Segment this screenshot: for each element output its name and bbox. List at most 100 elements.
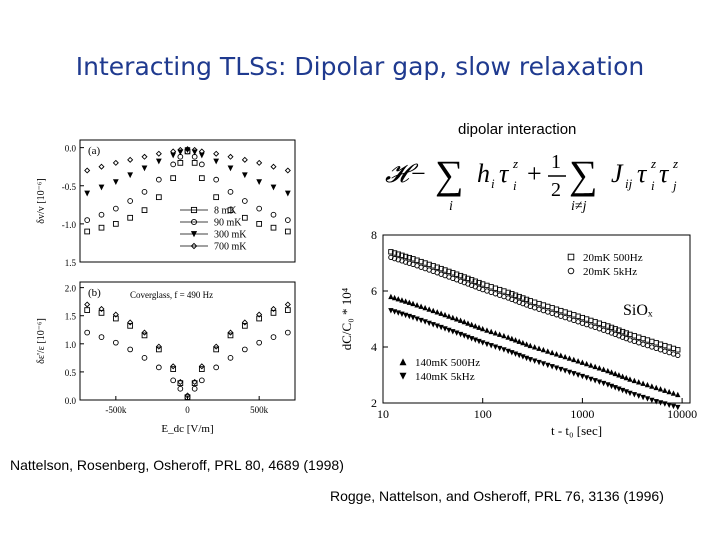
relax-point xyxy=(644,342,651,349)
relax-point xyxy=(549,349,555,356)
relax-point xyxy=(450,314,456,321)
panel-a-point xyxy=(191,160,198,166)
relax-point xyxy=(488,289,494,296)
panel-a-point xyxy=(241,214,248,221)
relax-point xyxy=(600,366,607,372)
relax-point xyxy=(501,288,507,294)
relax-legend-label: 140mK 500Hz xyxy=(415,357,480,369)
panel-a-point xyxy=(170,161,177,168)
relax-point xyxy=(558,313,564,319)
panel-a-point xyxy=(170,152,177,159)
panel-a-point xyxy=(184,146,191,153)
panel-b-point xyxy=(256,339,263,346)
panel-b-point xyxy=(191,378,198,386)
relax-point xyxy=(402,298,409,304)
panel-a-point xyxy=(155,158,162,165)
relax-point xyxy=(579,320,586,326)
panel-a-point xyxy=(198,152,205,159)
relax-legend-marker xyxy=(399,372,407,380)
relax-point xyxy=(465,275,471,282)
panel-a-ytick-label: 0.0 xyxy=(65,144,77,154)
relax-point xyxy=(545,309,551,315)
relax-point xyxy=(596,326,603,332)
eq-tau1: τ xyxy=(499,159,510,188)
eq-J-sub: ij xyxy=(625,176,633,191)
panel-b-point xyxy=(213,343,220,350)
eq-frac-den: 2 xyxy=(551,179,561,201)
relax-point xyxy=(588,376,594,383)
relax-point xyxy=(531,358,538,364)
relax-point xyxy=(670,390,677,396)
relax-point xyxy=(670,345,677,352)
relax-point xyxy=(605,323,611,329)
panel-a-point xyxy=(270,184,277,191)
relax-point xyxy=(461,333,467,339)
relax-point xyxy=(496,345,503,352)
relax-point xyxy=(422,304,428,311)
panel-a-point xyxy=(213,150,220,157)
relax-point xyxy=(579,359,586,365)
panel-a-point xyxy=(256,221,263,227)
relax-point xyxy=(454,316,460,322)
relax-point xyxy=(501,347,507,353)
panel-a-frame xyxy=(79,139,296,263)
hamiltonian-equation: 𝓗 − ∑ i h i τ z i + 1 2 ∑ i≠j J ij τ z i… xyxy=(385,151,678,214)
relax-point xyxy=(662,348,668,354)
relax-point xyxy=(653,384,659,391)
relax-point xyxy=(406,254,412,261)
panel-b-ytick-label: 2.0 xyxy=(65,284,77,294)
panel-a-point xyxy=(141,165,148,172)
relax-legend-marker xyxy=(567,267,575,275)
eq-tau2-sub: i xyxy=(651,178,655,193)
panel-b-point xyxy=(141,329,148,336)
relax-point xyxy=(505,289,511,296)
relax-point xyxy=(549,305,555,311)
panel-b-point xyxy=(198,366,205,372)
relax-point xyxy=(636,393,642,399)
relax-point xyxy=(457,331,464,338)
panel-a-legend-marker xyxy=(190,242,198,250)
relax-point xyxy=(527,342,533,349)
panel-a-point xyxy=(198,175,205,181)
relax-point xyxy=(600,321,607,328)
relax-point xyxy=(575,358,581,364)
citation-1: Nattelson, Rosenberg, Osheroff, PRL 80, … xyxy=(10,457,344,473)
panel-b-point xyxy=(256,311,263,318)
relax-xlabel: t - t₀ [sec] xyxy=(551,423,602,438)
panel-b-xtick-label: -500k xyxy=(105,405,126,415)
relax-point xyxy=(553,351,560,357)
relax-point xyxy=(553,306,560,312)
relax-point xyxy=(562,353,568,360)
relax-point xyxy=(516,338,522,344)
panel-a-point xyxy=(141,207,148,214)
panel-a-label: (a) xyxy=(88,145,101,157)
relax-point xyxy=(571,356,577,363)
eq-plus: + xyxy=(527,159,542,188)
panel-b-ylabel: δε'/ε [10⁻⁶] xyxy=(36,318,47,364)
panel-a-point xyxy=(191,146,198,153)
eq-tau3-sub: j xyxy=(671,178,677,193)
relax-point xyxy=(566,316,573,322)
panel-b-point xyxy=(184,392,191,399)
relax-point xyxy=(472,278,478,284)
relax-point xyxy=(596,320,603,326)
panel-a-point xyxy=(141,153,148,160)
relax-point xyxy=(575,313,581,319)
relax-xtick-label: 100 xyxy=(474,407,492,421)
relax-point xyxy=(509,291,515,297)
relax-point xyxy=(395,296,401,302)
relax-point xyxy=(631,377,638,384)
relax-point xyxy=(675,347,681,353)
relax-point xyxy=(414,302,420,308)
panel-b-xtick-label: 500k xyxy=(250,405,269,415)
relax-point xyxy=(410,315,416,321)
relax-point xyxy=(631,333,637,339)
panel-b-point xyxy=(177,378,184,386)
relax-point xyxy=(666,402,672,408)
relax-point xyxy=(619,328,626,335)
panel-a-point xyxy=(170,175,177,181)
relax-point xyxy=(434,309,440,315)
relax-point xyxy=(657,400,664,406)
panel-b-point xyxy=(112,311,119,318)
relax-point xyxy=(476,324,482,330)
